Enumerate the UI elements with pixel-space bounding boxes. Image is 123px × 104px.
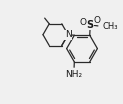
- Text: O: O: [93, 16, 100, 25]
- Text: CH₃: CH₃: [102, 22, 118, 31]
- Text: S: S: [87, 20, 94, 30]
- Text: N: N: [65, 30, 71, 39]
- Text: NH₂: NH₂: [65, 71, 82, 79]
- Text: O: O: [79, 18, 86, 27]
